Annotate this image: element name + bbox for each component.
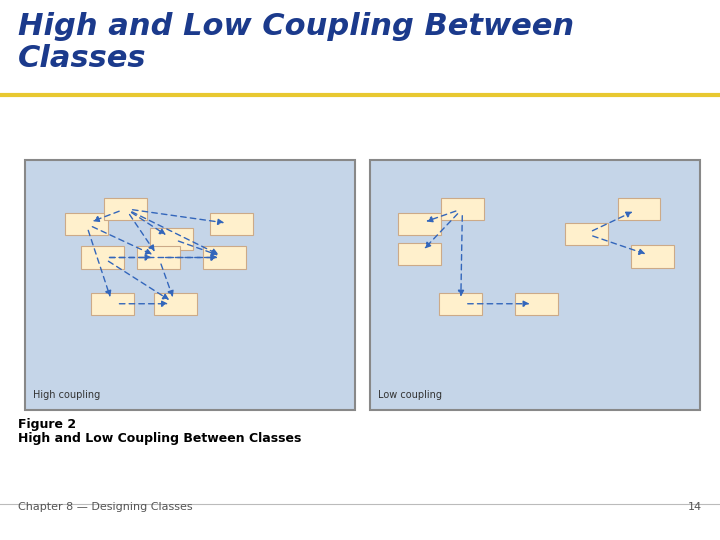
Text: Low coupling: Low coupling	[378, 390, 442, 400]
Bar	[564, 222, 608, 245]
Bar	[91, 293, 134, 315]
Bar	[618, 198, 660, 220]
Text: Figure 2: Figure 2	[18, 418, 76, 431]
Bar	[398, 242, 441, 265]
Bar	[65, 213, 107, 235]
Bar	[203, 246, 246, 269]
Bar	[150, 227, 193, 250]
Bar	[210, 213, 253, 235]
Text: High coupling: High coupling	[33, 390, 100, 400]
Text: Chapter 8 — Designing Classes: Chapter 8 — Designing Classes	[18, 502, 193, 512]
Bar	[81, 246, 124, 269]
Bar	[398, 213, 441, 235]
Bar	[104, 198, 147, 220]
Bar	[153, 293, 197, 315]
Bar	[441, 198, 484, 220]
Bar	[516, 293, 558, 315]
Bar	[25, 160, 355, 410]
Text: High and Low Coupling Between Classes: High and Low Coupling Between Classes	[18, 432, 302, 445]
Text: 14: 14	[688, 502, 702, 512]
Text: Classes: Classes	[18, 44, 146, 73]
Text: High and Low Coupling Between: High and Low Coupling Between	[18, 12, 574, 41]
Bar	[439, 293, 482, 315]
Bar	[631, 245, 674, 267]
Bar	[370, 160, 700, 410]
Bar	[138, 246, 180, 269]
